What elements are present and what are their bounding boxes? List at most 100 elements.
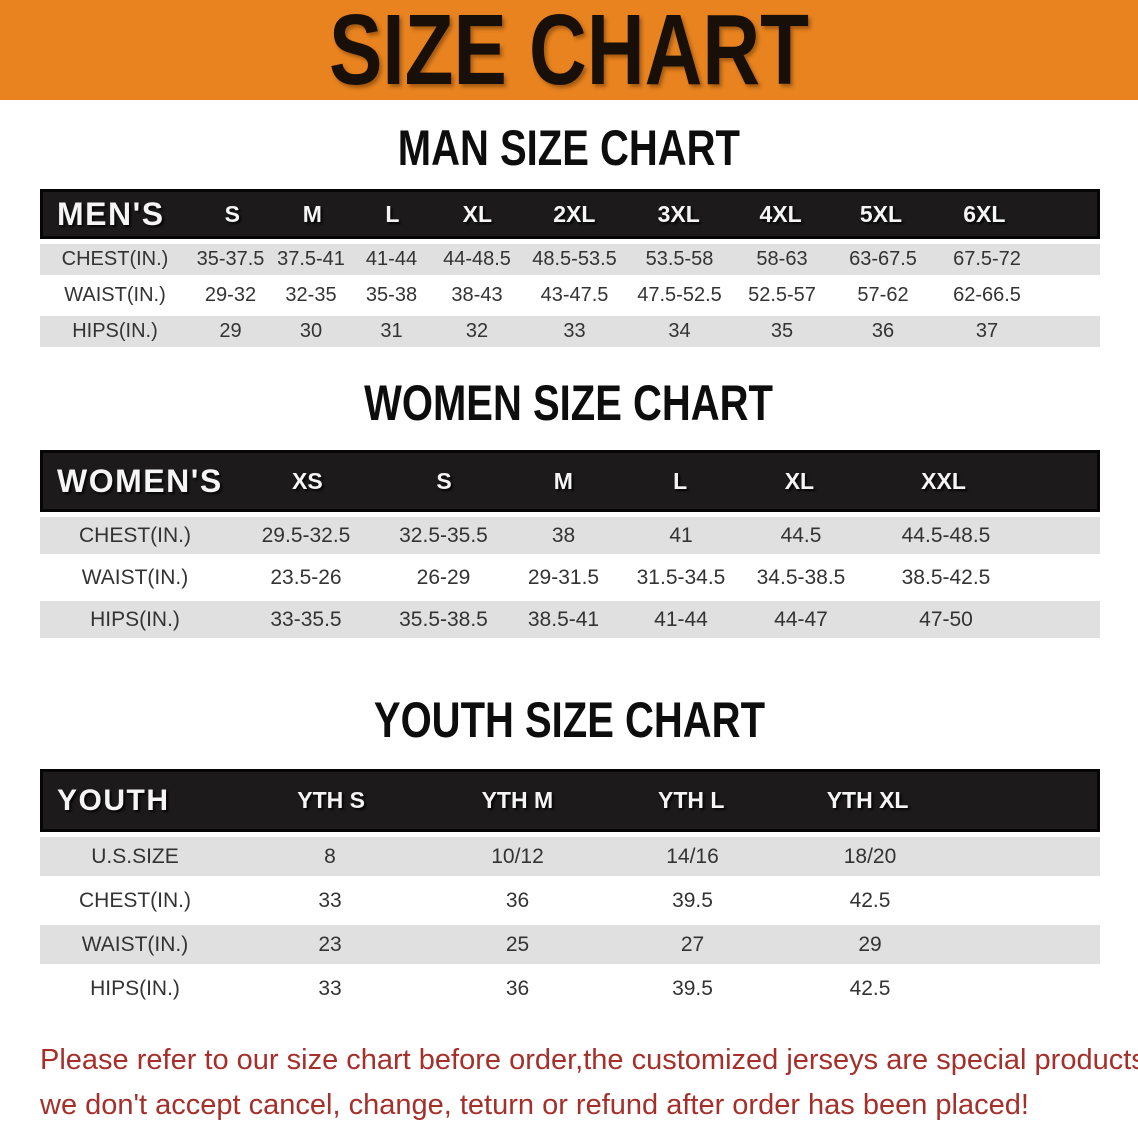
column-header: XL — [784, 467, 815, 494]
size-cell: 32.5-35.5 — [399, 523, 488, 547]
size-cell: 53.5-58 — [645, 248, 714, 270]
size-cell: 41-44 — [654, 607, 708, 631]
table-row: CHEST(IN.) 29.5-32.5 32.5-35.5 38 41 44.5 44.5… — [40, 517, 1100, 554]
size-cell: 10/12 — [491, 844, 544, 868]
size-cell: 27 — [680, 932, 705, 956]
column-header: L — [673, 467, 688, 494]
column-header: 6XL — [963, 200, 1006, 227]
table-corner-label: MEN'S — [57, 195, 165, 232]
column-header: 5XL — [859, 200, 903, 227]
size-cell: 42.5 — [849, 888, 891, 912]
size-cell: 29 — [219, 320, 242, 342]
size-cell: 47-50 — [919, 607, 973, 631]
men-size-table: MEN'S S M L XL 2XL 3XL 4XL 5XL 6XL CHEST(IN.) 35-37… — [40, 189, 1100, 347]
column-header: YTH M — [481, 787, 554, 813]
table-row: CHEST(IN.) 35-37.5 37.5-41 41-44 44-48.5 48.5… — [40, 244, 1100, 275]
size-cell: 44-48.5 — [443, 248, 511, 270]
size-cell: 33 — [318, 888, 342, 912]
size-cell: 35.5-38.5 — [399, 607, 488, 631]
size-cell: 32 — [465, 320, 489, 342]
size-cell: 23.5-26 — [270, 565, 342, 589]
row-label: HIPS(IN.) — [90, 607, 180, 631]
row-label: HIPS(IN.) — [90, 976, 180, 1000]
size-cell: 36 — [505, 976, 530, 1000]
disclaimer-line-2: we don't accept cancel, change, teturn o… — [40, 1089, 1029, 1121]
size-cell: 14/16 — [666, 844, 719, 868]
size-cell: 38-43 — [451, 284, 503, 306]
table-row: HIPS(IN.) 33-35.5 35.5-38.5 38.5-41 41-44 44-… — [40, 601, 1100, 638]
column-header: S — [436, 467, 452, 494]
size-cell: 37 — [975, 320, 999, 342]
size-cell: 29 — [858, 932, 882, 956]
size-cell: 57-62 — [857, 284, 909, 306]
row-label: CHEST(IN.) — [79, 888, 191, 912]
table-header-row: YOUTH YTH S YTH M YTH L YTH XL — [40, 769, 1100, 832]
row-label: U.S.SIZE — [91, 844, 179, 868]
column-header: XXL — [921, 467, 966, 494]
youth-size-chart-heading: YOUTH SIZE CHART — [373, 692, 765, 748]
table-row: WAIST(IN.) 29-32 32-35 35-38 38-43 43-47.5 47.… — [40, 280, 1100, 311]
size-cell: 63-67.5 — [849, 248, 917, 270]
women-size-table: WOMEN'S XS S M L XL XXL CHEST(IN.) 29.5-32.5 32.5… — [40, 450, 1100, 638]
column-header: M — [302, 200, 322, 227]
size-cell: 8 — [324, 844, 336, 868]
size-cell: 38 — [551, 523, 576, 547]
youth-size-table: YOUTH YTH S YTH M YTH L YTH XL U.S.SIZE 8 10/12… — [40, 769, 1100, 1008]
table-header-row: WOMEN'S XS S M L XL XXL — [40, 450, 1100, 512]
size-cell: 26-29 — [416, 565, 471, 589]
table-corner-label: WOMEN'S — [57, 462, 223, 499]
size-cell: 52.5-57 — [748, 284, 816, 306]
size-cell: 31.5-34.5 — [636, 565, 726, 589]
column-header: YTH L — [658, 787, 725, 813]
size-cell: 38.5-42.5 — [901, 565, 991, 589]
size-cell: 35-38 — [365, 284, 418, 306]
row-label: WAIST(IN.) — [81, 932, 189, 956]
size-cell: 33-35.5 — [270, 607, 342, 631]
size-cell: 32-35 — [285, 284, 337, 306]
column-header: 4XL — [759, 200, 802, 227]
size-cell: 33 — [318, 976, 342, 1000]
size-cell: 42.5 — [849, 976, 891, 1000]
size-cell: 48.5-53.5 — [532, 248, 617, 270]
column-header: YTH S — [297, 787, 365, 813]
row-label: CHEST(IN.) — [61, 248, 169, 270]
size-cell: 33 — [563, 320, 586, 342]
column-header: YTH XL — [826, 787, 909, 813]
size-cell: 44.5 — [780, 523, 822, 547]
disclaimer-line-1: Please refer to our size chart before or… — [40, 1044, 1138, 1076]
size-cell: 29-32 — [204, 284, 257, 306]
size-cell: 36 — [505, 888, 530, 912]
size-chart-banner: SIZE CHART — [0, 0, 1138, 100]
size-cell: 38.5-41 — [527, 607, 600, 631]
row-label: WAIST(IN.) — [64, 284, 166, 306]
size-cell: 29-31.5 — [527, 565, 600, 589]
table-row: U.S.SIZE 8 10/12 14/16 18/20 — [40, 837, 1100, 876]
size-cell: 29.5-32.5 — [261, 523, 351, 547]
size-cell: 34.5-38.5 — [756, 565, 846, 589]
size-cell: 31 — [380, 320, 403, 342]
size-cell: 41-44 — [365, 248, 418, 270]
table-row: WAIST(IN.) 23.5-26 26-29 29-31.5 31.5-34.5 34… — [40, 559, 1100, 596]
size-cell: 58-63 — [756, 248, 808, 270]
size-cell: 25 — [505, 932, 530, 956]
man-size-chart-heading: MAN SIZE CHART — [397, 120, 741, 176]
size-cell: 43-47.5 — [540, 284, 609, 306]
column-header: 2XL — [553, 200, 596, 227]
size-cell: 67.5-72 — [953, 248, 1021, 270]
column-header: 3XL — [657, 200, 700, 227]
row-label: CHEST(IN.) — [79, 523, 191, 547]
table-row: CHEST(IN.) 33 36 39.5 42.5 — [40, 881, 1100, 920]
size-cell: 37.5-41 — [277, 248, 345, 270]
size-cell: 30 — [299, 320, 323, 342]
size-cell: 44.5-48.5 — [901, 523, 991, 547]
disclaimer-text: Please refer to our size chart before or… — [40, 1038, 1138, 1128]
size-cell: 41 — [669, 523, 693, 547]
table-row: HIPS(IN.) 33 36 39.5 42.5 — [40, 969, 1100, 1008]
size-cell: 23 — [318, 932, 342, 956]
banner-title: SIZE CHART — [329, 0, 809, 106]
size-cell: 39.5 — [672, 976, 713, 1000]
table-row: HIPS(IN.) 29 30 31 32 33 34 35 36 37 — [40, 316, 1100, 347]
column-header: S — [224, 200, 241, 227]
size-cell: 36 — [871, 320, 895, 342]
size-cell: 47.5-52.5 — [637, 284, 722, 306]
